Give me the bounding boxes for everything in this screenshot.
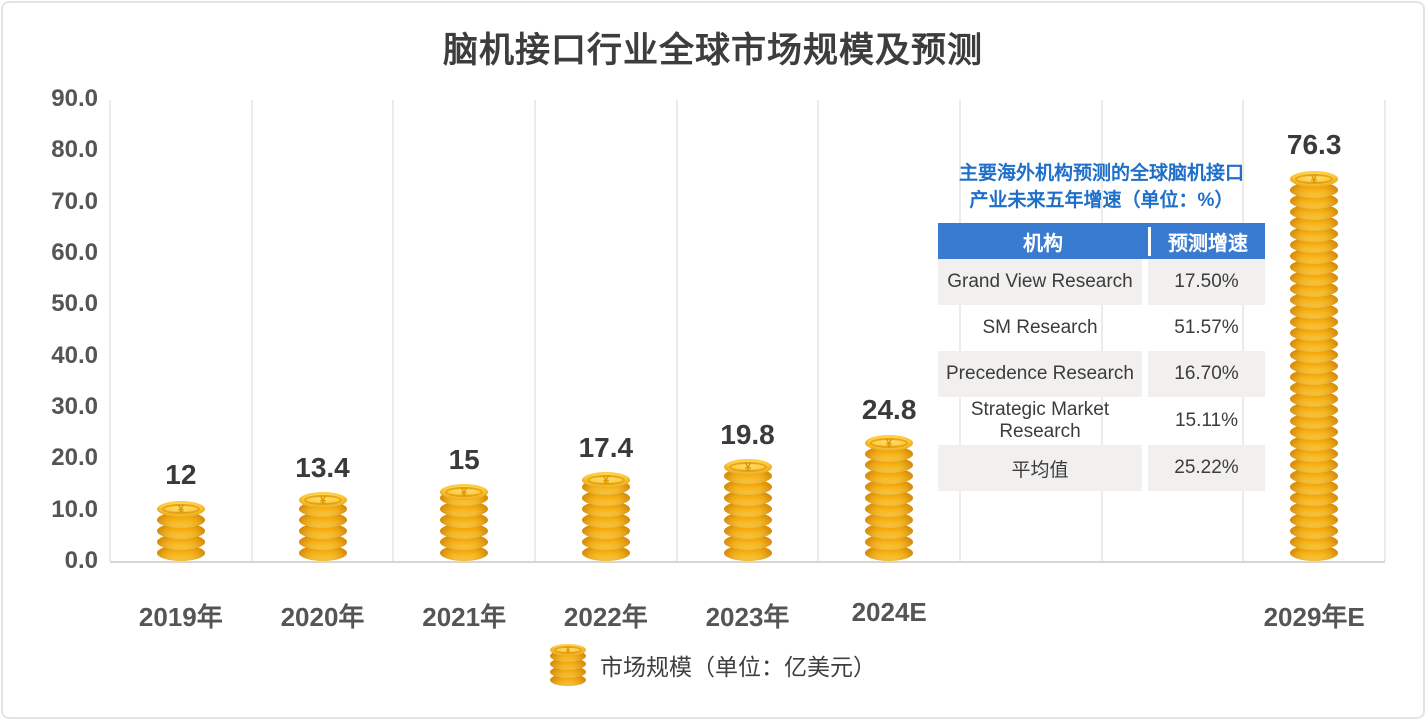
gridline bbox=[1242, 100, 1245, 561]
y-axis-tick-label: 10.0 bbox=[51, 495, 98, 523]
bar-value-label: 12 bbox=[165, 459, 197, 490]
table-row: 平均值 25.22% bbox=[938, 445, 1265, 491]
coin-ring bbox=[587, 474, 625, 486]
table-cell-org: 平均值 bbox=[938, 445, 1142, 491]
chart-title: 脑机接口行业全球市场规模及预测 bbox=[442, 31, 983, 70]
x-axis-tick-label: 2023年 bbox=[705, 602, 790, 632]
bar-2022年: ¥ bbox=[582, 472, 630, 561]
y-axis-tick-label: 30.0 bbox=[51, 393, 98, 420]
yen-symbol: ¥ bbox=[1310, 172, 1318, 186]
forecast-table-body: Grand View Research 17.50% SM Research 51.5… bbox=[938, 259, 1265, 491]
coin-top-face: ¥ bbox=[1290, 171, 1338, 187]
coin-top-face: ¥ bbox=[865, 435, 913, 451]
coin-top-face: ¥ bbox=[299, 492, 347, 508]
gridline bbox=[675, 100, 678, 561]
gridline bbox=[959, 100, 961, 561]
forecast-table: 主要海外机构预测的全球脑机接口 产业未来五年增速（单位：%） 机构 预测增速 G… bbox=[938, 160, 1265, 491]
y-axis-tick-label: 40.0 bbox=[51, 341, 98, 369]
yen-symbol: ¥ bbox=[319, 493, 327, 507]
y-axis-tick-label: 70.0 bbox=[51, 187, 98, 215]
forecast-table-header: 机构 预测增速 bbox=[938, 223, 1265, 259]
coin-ring bbox=[729, 461, 767, 473]
table-cell-org: Grand View Research bbox=[938, 259, 1142, 305]
bar-value-label: 13.4 bbox=[295, 452, 350, 483]
y-axis-tick-label: 60.0 bbox=[51, 239, 98, 266]
forecast-table-title: 主要海外机构预测的全球脑机接口 产业未来五年增速（单位：%） bbox=[938, 160, 1265, 214]
table-cell-rate: 25.22% bbox=[1148, 445, 1265, 491]
table-cell-org: SM Research bbox=[982, 317, 1098, 338]
coin-ring bbox=[162, 503, 200, 515]
table-row: Precedence Research 16.70% bbox=[938, 351, 1265, 397]
table-cell-rate: 16.70% bbox=[1148, 351, 1265, 397]
gridline bbox=[1384, 100, 1386, 561]
gridline bbox=[109, 100, 111, 561]
forecast-table-title-line2: 产业未来五年增速（单位：%） bbox=[969, 190, 1234, 211]
coin-top-face: ¥ bbox=[582, 472, 630, 488]
bar-value-label: 19.8 bbox=[720, 419, 775, 450]
table-cell-rate: 15.11% bbox=[1174, 410, 1239, 431]
bar-value-label: 24.8 bbox=[861, 394, 917, 425]
table-row: SM Research 51.57% bbox=[938, 305, 1265, 351]
bar-2020年: ¥ bbox=[299, 492, 347, 561]
bar-value-label: 17.4 bbox=[578, 432, 634, 463]
table-cell-org: Strategic Market Research bbox=[970, 399, 1110, 442]
coin-top-face: ¥ bbox=[157, 501, 205, 517]
x-axis-tick-label: 2029年E bbox=[1263, 602, 1365, 632]
x-axis-tick-label: 2019年 bbox=[138, 602, 223, 632]
x-axis-tick-label: 2020年 bbox=[280, 602, 365, 632]
coin-stack-icon: ¥ bbox=[550, 644, 586, 686]
y-axis-tick-label: 20.0 bbox=[51, 444, 98, 472]
table-row: Grand View Research 17.50% bbox=[938, 259, 1265, 305]
table-cell-org: Precedence Research bbox=[938, 351, 1142, 397]
bar-2019年: ¥ bbox=[157, 499, 205, 561]
x-axis-tick-label: 2024E bbox=[851, 597, 927, 627]
bar-2024E: ¥ bbox=[865, 434, 913, 561]
table-cell-rate: 17.50% bbox=[1148, 259, 1265, 305]
coin-ring bbox=[1295, 173, 1333, 185]
forecast-table-header-rate: 预测增速 bbox=[1168, 232, 1248, 255]
coin-ring bbox=[870, 437, 908, 449]
yen-symbol: ¥ bbox=[177, 502, 185, 516]
yen-symbol: ¥ bbox=[744, 460, 752, 474]
yen-symbol: ¥ bbox=[885, 436, 893, 450]
gridline bbox=[534, 100, 536, 561]
gridline bbox=[1100, 100, 1103, 561]
y-axis-tick-label: 90.0 bbox=[51, 85, 98, 112]
gridline bbox=[250, 100, 253, 561]
coin-ring bbox=[304, 494, 342, 506]
bar-2023年: ¥ bbox=[724, 459, 772, 561]
y-axis-tick-label: 50.0 bbox=[51, 290, 98, 318]
yen-symbol: ¥ bbox=[602, 473, 610, 487]
coin-ring bbox=[445, 486, 483, 498]
gridline bbox=[392, 100, 395, 561]
bar-2021年: ¥ bbox=[440, 484, 488, 561]
legend-label: 市场规模（单位：亿美元） bbox=[600, 654, 876, 680]
bar-value-label: 76.3 bbox=[1286, 129, 1342, 160]
coin-top-face: ¥ bbox=[440, 484, 488, 500]
x-axis-tick-label: 2022年 bbox=[563, 602, 648, 632]
yen-symbol: ¥ bbox=[565, 644, 571, 655]
coin-top-face: ¥ bbox=[724, 459, 772, 475]
bar-value-label: 15 bbox=[448, 444, 480, 475]
coin-top-face: ¥ bbox=[550, 644, 586, 656]
gridline bbox=[817, 100, 820, 561]
forecast-table-title-line1: 主要海外机构预测的全球脑机接口 bbox=[958, 163, 1244, 184]
y-axis-tick-label: 0.0 bbox=[64, 547, 98, 574]
x-axis-tick-label: 2021年 bbox=[422, 602, 507, 632]
y-axis-tick-label: 80.0 bbox=[51, 136, 98, 164]
yen-symbol: ¥ bbox=[460, 485, 468, 499]
forecast-table-header-org: 机构 bbox=[938, 226, 1151, 256]
table-cell-rate: 51.57% bbox=[1174, 317, 1239, 338]
x-axis-line bbox=[110, 561, 1385, 563]
table-row: Strategic Market Research 15.11% bbox=[938, 397, 1265, 445]
bar-2029年E: ¥ bbox=[1290, 169, 1338, 561]
legend: ¥ 市场规模（单位：亿美元） bbox=[0, 644, 1426, 686]
coin-ring bbox=[553, 646, 583, 654]
